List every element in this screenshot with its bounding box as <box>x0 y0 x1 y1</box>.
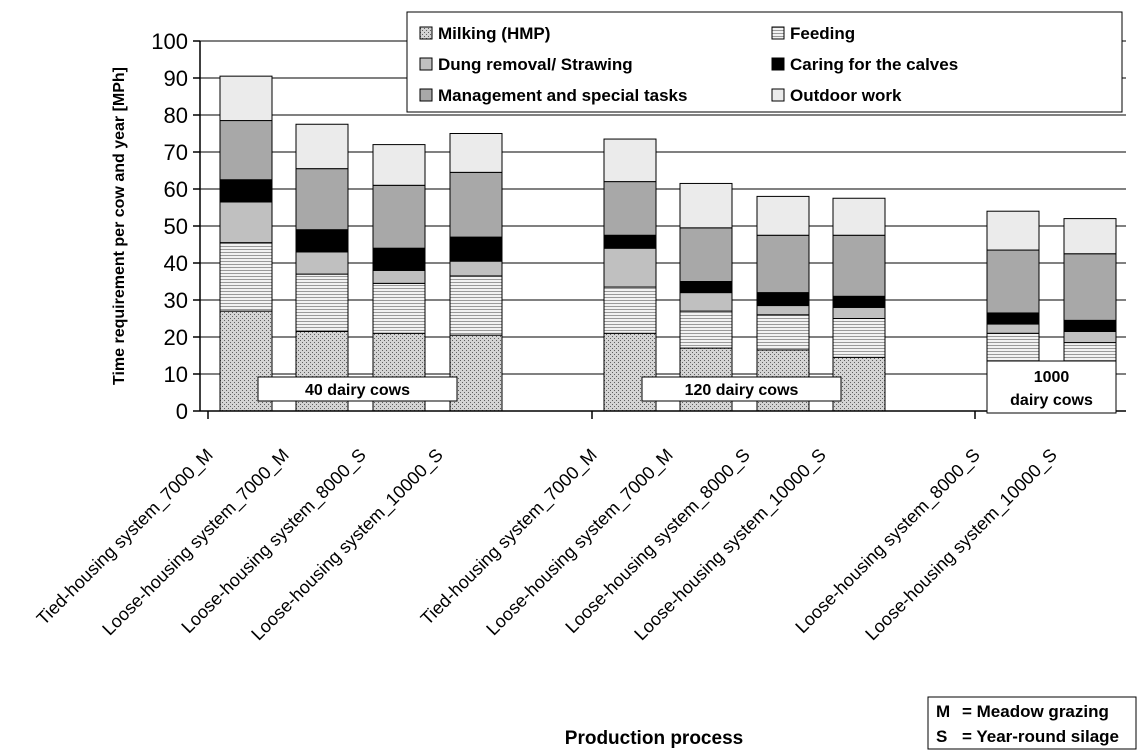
bar-segment <box>756 314 810 351</box>
legend-label: Caring for the calves <box>790 55 958 74</box>
bar-segment <box>832 234 886 297</box>
legend: Milking (HMP) Feeding Dung removal/ Strawi… <box>406 11 1123 113</box>
legend-label: Management and special tasks <box>438 86 687 105</box>
legend-label: Feeding <box>790 24 855 43</box>
abbreviation-box: M = Meadow grazing S = Year-round silage <box>927 696 1137 750</box>
bar-segment <box>756 292 810 307</box>
y-tick-label: 80 <box>164 103 188 128</box>
bar-segment <box>1063 218 1117 255</box>
bar-segment <box>219 179 273 203</box>
y-tick-label: 50 <box>164 214 188 239</box>
bar-segment <box>603 234 657 249</box>
bar-segment <box>832 306 886 319</box>
legend-swatch <box>419 26 433 40</box>
bar-segment <box>295 168 349 231</box>
legend-label: Dung removal/ Strawing <box>438 55 633 74</box>
bar-segment <box>295 251 349 275</box>
group-labels: 40 dairy cows 120 dairy cows 1000 dairy cow… <box>257 360 1117 414</box>
y-tick-label: 0 <box>176 399 188 424</box>
group-label-box <box>641 376 842 402</box>
group-label: 120 dairy cows <box>685 382 799 399</box>
bar-segment <box>832 197 886 236</box>
legend-swatch <box>771 57 785 71</box>
group-label: 40 dairy cows <box>305 382 410 399</box>
bar-segment <box>603 247 657 288</box>
bar-segment <box>1063 330 1117 344</box>
bar-segment <box>372 269 426 284</box>
bar-segment <box>1063 319 1117 332</box>
legend-box <box>406 11 1123 113</box>
bar-segment <box>219 242 273 312</box>
bar-segment <box>832 295 886 308</box>
bar-segment <box>603 286 657 334</box>
y-tick-label: 40 <box>164 251 188 276</box>
legend-swatch <box>419 88 433 102</box>
bar-segment <box>603 138 657 183</box>
y-tick-label: 90 <box>164 66 188 91</box>
group-label: dairy cows <box>1010 392 1093 409</box>
legend-swatch <box>771 26 785 40</box>
y-tick-label: 10 <box>164 362 188 387</box>
bar-segment <box>372 282 426 334</box>
bar-segment <box>449 133 503 173</box>
abbreviation-text: = Year-round silage <box>962 727 1119 746</box>
bar-segment <box>449 260 503 277</box>
bar-segment <box>295 123 349 170</box>
abbreviation-key: M <box>936 702 950 721</box>
bar-segment <box>1063 253 1117 321</box>
bar-segment <box>219 120 273 181</box>
y-tick-label: 70 <box>164 140 188 165</box>
bar-segment <box>986 312 1040 325</box>
bar-segment <box>756 305 810 316</box>
y-tick-label: 30 <box>164 288 188 313</box>
y-tick-label: 60 <box>164 177 188 202</box>
x-categories: Tied-housing system_7000_MLoose-housing … <box>33 411 1062 645</box>
bar-segment <box>219 75 273 122</box>
bar-segment <box>832 318 886 358</box>
bar-segment <box>449 236 503 262</box>
abbreviation-text: = Meadow grazing <box>962 702 1109 721</box>
legend-label: Outdoor work <box>790 86 902 105</box>
bar-segment <box>986 323 1040 334</box>
bar-segment <box>295 229 349 253</box>
abbreviation-key: S <box>936 727 947 746</box>
bar-segment <box>679 281 733 294</box>
group-label-box <box>986 360 1117 414</box>
group-label-box <box>257 376 458 402</box>
legend-swatch <box>771 88 785 102</box>
bar-segment <box>219 201 273 244</box>
legend-label: Milking (HMP) <box>438 24 550 43</box>
group-label: 1000 <box>1034 369 1070 386</box>
legend-swatch <box>419 57 433 71</box>
x-axis-label: Production process <box>565 728 743 749</box>
bar-segment <box>603 332 657 412</box>
bar-segment <box>986 210 1040 251</box>
bars <box>219 75 1117 412</box>
bar-segment <box>756 195 810 236</box>
bar-segment <box>679 310 733 349</box>
bar-segment <box>603 181 657 236</box>
bar-segment <box>372 144 426 186</box>
bar-segment <box>756 234 810 294</box>
bar-segment <box>372 184 426 249</box>
bar-segment <box>372 247 426 271</box>
y-tick-label: 20 <box>164 325 188 350</box>
y-tick-label: 100 <box>151 29 188 54</box>
bar-segment <box>679 227 733 283</box>
bar-segment <box>449 334 503 412</box>
abbreviation-frame <box>927 696 1137 750</box>
y-ticks: 0 10 20 30 40 50 60 70 80 90 100 <box>151 29 200 424</box>
y-axis-label: Time requirement per cow and year [MPh] <box>111 67 128 385</box>
bar-segment <box>832 356 886 412</box>
bar-segment <box>986 249 1040 314</box>
bar-segment <box>449 275 503 336</box>
bar-segment <box>295 273 349 332</box>
bar-segment <box>679 292 733 312</box>
bar-segment <box>679 182 733 229</box>
bar-segment <box>449 171 503 238</box>
